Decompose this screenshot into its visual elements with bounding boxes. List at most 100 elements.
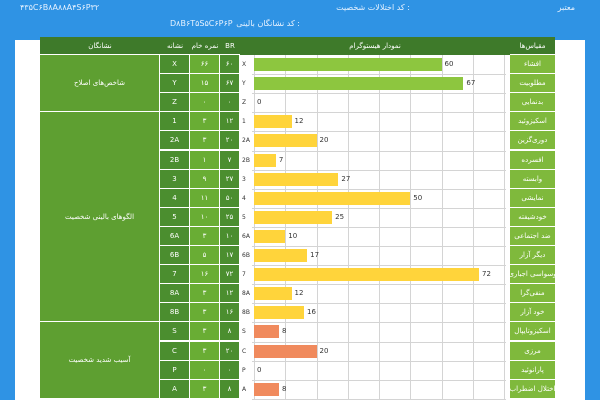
clinical-code: D۸B۶T۵S۵C۶P۶P xyxy=(170,19,233,28)
raw-score-cell: ۳ xyxy=(190,226,220,246)
histogram-bar xyxy=(254,172,339,186)
grid-line xyxy=(252,74,506,76)
scale-name-cell: اسکیزوتایپال xyxy=(510,322,555,342)
br-score-cell: ۱۰ xyxy=(220,226,240,246)
results-table: نشانگان شاخص‌های اصلاح الگوهای بالینی شخص… xyxy=(40,37,555,400)
grid-line xyxy=(252,322,506,324)
br-score-cell: ۲۰ xyxy=(220,131,240,151)
br-score-cell: ۷۲ xyxy=(220,265,240,285)
br-score-cell: ۲۰ xyxy=(220,341,240,361)
group-label: آسیب شدید شخصیت xyxy=(40,322,160,399)
bar-category-label: 8A xyxy=(242,290,250,298)
br-score-cell: ۲۷ xyxy=(220,169,240,189)
bar-category-label: X xyxy=(242,61,247,68)
scales-header: مقیاس‌ها xyxy=(510,37,555,55)
sign-cell: P xyxy=(160,360,190,380)
bar-value-label: 25 xyxy=(335,212,345,221)
histogram-bar xyxy=(254,115,292,129)
grid-line xyxy=(252,341,506,343)
bar-value-label: 12 xyxy=(294,117,304,126)
raw-score-cell: ۳ xyxy=(190,303,220,323)
bar-category-label: P xyxy=(242,366,246,374)
scale-name-cell: دوری‌گزین xyxy=(510,131,555,151)
sign-column: نشانه X Y Z 1 2A 2B 3 4 5 6A 6B 7 8A 8B S C P A xyxy=(160,37,190,400)
sign-cell: 2A xyxy=(160,131,190,151)
br-score-cell: ۵۰ xyxy=(220,188,240,208)
scale-name-cell: خود آزار xyxy=(510,303,555,323)
raw-score-cell: ۰ xyxy=(190,360,220,380)
grid-line xyxy=(252,398,506,400)
sign-cell: 2B xyxy=(160,150,190,170)
histogram-bar xyxy=(254,268,479,282)
sign-cell: C xyxy=(160,341,190,361)
personality-code-label: کد اختلالات شخصیت : xyxy=(336,3,410,12)
raw-score-cell: ۹ xyxy=(190,169,220,189)
sign-cell: 5 xyxy=(160,207,190,227)
sign-header: نشانه xyxy=(160,37,190,55)
grid-line xyxy=(252,188,506,190)
sign-cell: Y xyxy=(160,74,190,94)
scale-name-cell: بدنمایی xyxy=(510,93,555,113)
bar-category-label: Z xyxy=(242,99,247,107)
bar-value-label: 20 xyxy=(319,136,329,145)
personality-code: ۴۳۵C۶B۸A۸۸A۴S۶P۳۲ xyxy=(20,3,100,12)
raw-score-cell: ۳ xyxy=(190,131,220,151)
raw-column: نمره خام ۶۶ ۱۵ ۰ ۳ ۳ ۱ ۹ ۱۱ ۱۰ ۳ ۵ ۱۶ ۳ ۳ ۳ ۳ ۰ ۳ xyxy=(190,37,220,400)
grid-line xyxy=(252,112,506,114)
bar-category-label: 2B xyxy=(242,156,250,164)
sign-cell: X xyxy=(160,55,190,75)
bar-value-label: 7 xyxy=(278,155,284,164)
bar-value-label: 16 xyxy=(307,308,316,317)
scale-name-cell: وسواسی اجباری xyxy=(508,265,555,285)
sign-cell: 1 xyxy=(160,112,190,132)
histogram-chart: نمودار هیستوگرام X 60 Y 67 Z 0 1 12 2A 20 2B 7 3 27 4 5… xyxy=(240,37,510,400)
histogram-bar xyxy=(254,382,279,396)
group-label: الگوهای بالینی شخصیت xyxy=(40,112,160,323)
bar-value-label: 20 xyxy=(319,346,329,355)
grid-line xyxy=(252,284,506,286)
raw-score-cell: ۱۱ xyxy=(190,188,220,208)
bar-category-label: C xyxy=(242,347,247,355)
histogram-bar xyxy=(254,287,292,301)
grid-line xyxy=(252,226,506,228)
histogram-bar xyxy=(254,134,317,148)
scale-name-cell: وابسته xyxy=(510,169,555,189)
br-score-cell: ۶۰ xyxy=(220,55,240,75)
grid-line xyxy=(252,207,506,209)
grid-line xyxy=(252,131,506,133)
histogram-bar xyxy=(254,306,304,320)
sign-cell: 8A xyxy=(160,284,190,304)
scales-column: مقیاس‌ها افشاء مطلوبیت بدنمایی اسکیزوئید دور… xyxy=(508,37,555,400)
raw-score-cell: ۳ xyxy=(190,112,220,132)
bar-value-label: 8 xyxy=(282,327,287,336)
bar-category-label: 6A xyxy=(242,232,250,240)
bar-value-label: 17 xyxy=(310,251,320,259)
grid-line xyxy=(252,169,506,171)
histogram-header: نمودار هیستوگرام xyxy=(240,37,510,55)
bar-category-label: 1 xyxy=(242,118,246,126)
bar-category-label: A xyxy=(242,385,247,393)
histogram-bar xyxy=(254,153,276,167)
raw-score-cell: ۰ xyxy=(190,93,220,113)
scale-name-cell: خودشیفته xyxy=(510,207,555,227)
bar-category-label: 3 xyxy=(242,175,246,183)
br-score-cell: ۲۵ xyxy=(220,207,240,227)
br-score-cell: ۰ xyxy=(220,93,240,113)
indicators-column: نشانگان شاخص‌های اصلاح الگوهای بالینی شخص… xyxy=(40,37,160,400)
scale-name-cell: منفی‌گرا xyxy=(510,284,555,304)
bar-value-label: 8 xyxy=(282,384,287,393)
bar-category-label: Y xyxy=(242,80,246,88)
raw-score-cell: ۵ xyxy=(190,246,220,266)
sign-cell: 7 xyxy=(160,265,190,285)
bar-category-label: 4 xyxy=(242,194,246,202)
bar-category-label: S xyxy=(242,328,246,336)
sign-cell: 8B xyxy=(160,303,190,323)
grid-line xyxy=(252,303,506,305)
group-label: شاخص‌های اصلاح xyxy=(40,55,160,113)
raw-score-cell: ۳ xyxy=(190,284,220,304)
br-score-cell: ۱۲ xyxy=(220,284,240,304)
sign-cell: A xyxy=(160,379,190,399)
bar-category-label: 5 xyxy=(242,213,246,221)
grid-line xyxy=(252,265,506,267)
